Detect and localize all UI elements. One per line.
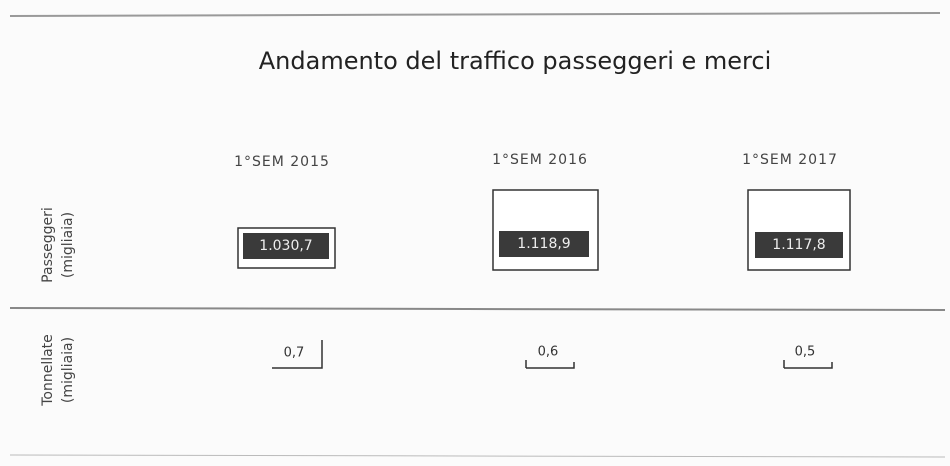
value-bracket <box>272 340 323 369</box>
value: 0,7 <box>284 346 305 361</box>
value: 0,6 <box>538 345 559 360</box>
row-unit: (migliaia) <box>60 212 76 278</box>
bottom-border <box>9 454 946 458</box>
column-header: 1°SEM 2017 <box>742 152 838 168</box>
row-label-group: Passeggeri (migliaia) <box>40 207 76 283</box>
value: 1.118,9 <box>517 236 570 252</box>
value-box <box>243 233 329 259</box>
top-border <box>9 12 941 17</box>
value: 1.030,7 <box>259 238 312 254</box>
row-divider <box>9 307 946 311</box>
value: 0,5 <box>795 345 816 360</box>
value-box <box>499 231 589 257</box>
column-header: 1°SEM 2016 <box>492 152 588 168</box>
row-unit: (migliaia) <box>60 337 76 403</box>
row-label-group: Tonnellate (migliaia) <box>40 334 76 407</box>
row-label: Tonnellate <box>40 334 56 407</box>
column-header: 1°SEM 2015 <box>234 154 330 170</box>
value-bracket <box>783 360 833 369</box>
value-box <box>755 232 843 258</box>
value: 1.117,8 <box>772 237 825 253</box>
value-frame <box>492 189 599 271</box>
row-label: Passeggeri <box>40 207 56 283</box>
value-bracket <box>525 360 575 369</box>
title: Andamento del traffico passeggeri e merc… <box>259 47 772 75</box>
